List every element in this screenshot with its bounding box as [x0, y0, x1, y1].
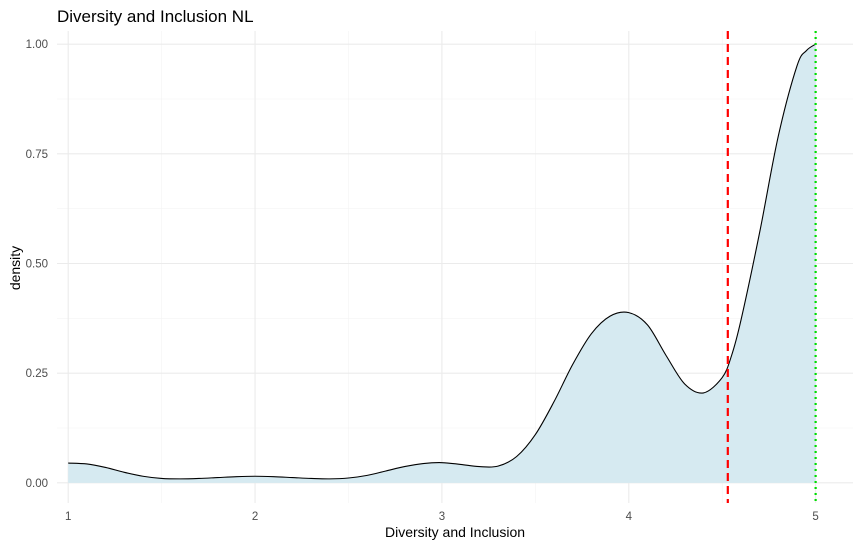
y-tick-label: 0.50 — [26, 258, 48, 270]
x-tick-label: 3 — [439, 511, 445, 523]
density-area — [68, 43, 816, 483]
x-tick-label: 2 — [252, 511, 258, 523]
y-tick-label: 0.25 — [26, 368, 48, 380]
density-fill — [68, 44, 816, 483]
chart-title: Diversity and Inclusion NL — [57, 7, 254, 26]
gridlines — [57, 31, 853, 503]
x-tick-label: 1 — [65, 511, 71, 523]
reference-lines — [726, 31, 817, 503]
y-axis-title: density — [7, 246, 23, 290]
x-tick-label: 4 — [626, 511, 633, 523]
x-tick-label: 5 — [812, 511, 818, 523]
y-tick-label: 0.00 — [26, 478, 48, 490]
x-axis-ticks: 1 2 3 4 5 — [65, 511, 819, 523]
y-axis-ticks: 0.00 0.25 0.50 0.75 1.00 — [26, 39, 48, 490]
x-axis-title: Diversity and Inclusion — [385, 524, 525, 540]
y-tick-label: 1.00 — [26, 39, 48, 51]
y-tick-label: 0.75 — [26, 149, 48, 161]
density-line — [68, 43, 816, 480]
